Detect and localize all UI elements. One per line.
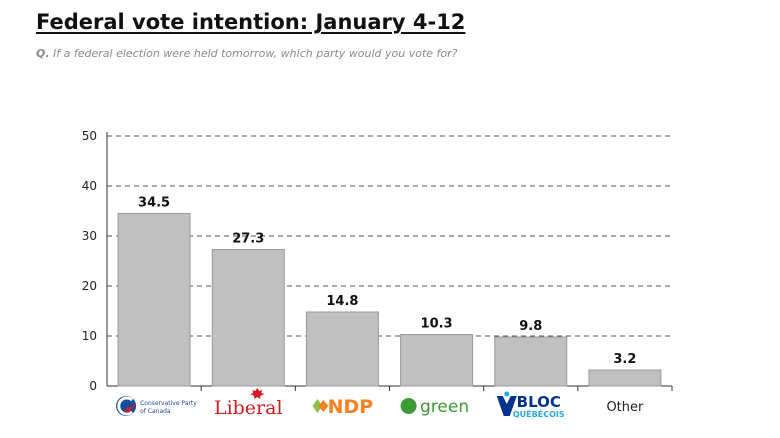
other-label: Other bbox=[606, 400, 644, 415]
bar bbox=[305, 311, 379, 387]
bar bbox=[494, 336, 568, 387]
chart-title: Federal vote intention: January 4-12 bbox=[36, 10, 466, 34]
bloc-label-line2: QUÉBÉCOIS bbox=[513, 408, 565, 419]
data-label: 10.3 bbox=[421, 317, 453, 332]
y-tick-label: 0 bbox=[89, 379, 97, 393]
bar bbox=[400, 334, 474, 387]
y-tick-label: 20 bbox=[82, 279, 97, 293]
data-label: 14.8 bbox=[326, 294, 358, 309]
data-label: 9.8 bbox=[519, 319, 542, 334]
y-tick-label: 40 bbox=[82, 179, 97, 193]
ndp-leaf-icon-2 bbox=[318, 400, 329, 412]
bar bbox=[117, 213, 191, 387]
bar bbox=[588, 369, 662, 387]
data-label: 27.3 bbox=[232, 232, 264, 247]
data-label: 34.5 bbox=[138, 196, 170, 211]
data-label: 3.2 bbox=[613, 352, 636, 367]
question-text: If a federal election were held tomorrow… bbox=[53, 47, 458, 60]
conservative-label-line2: of Canada bbox=[140, 408, 171, 415]
bloc-label: BLOC bbox=[517, 393, 561, 411]
green-label: green bbox=[420, 397, 469, 417]
y-tick-label: 10 bbox=[82, 329, 97, 343]
question-prefix: Q. bbox=[36, 47, 50, 60]
bloc-fleur-icon bbox=[496, 396, 517, 416]
y-tick-label: 50 bbox=[82, 129, 97, 143]
ndp-label: NDP bbox=[328, 396, 374, 418]
liberal-label: Liberal bbox=[214, 397, 283, 419]
bloc-accent-icon bbox=[504, 391, 510, 397]
conservative-swoosh-icon bbox=[124, 404, 137, 413]
y-tick-label: 30 bbox=[82, 229, 97, 243]
conservative-c-icon bbox=[117, 396, 134, 416]
chart-subtitle: Q. If a federal election were held tomor… bbox=[36, 47, 458, 60]
green-globe-icon bbox=[400, 398, 417, 414]
conservative-label: Conservative Party bbox=[140, 400, 197, 407]
ndp-leaf-icon bbox=[312, 399, 323, 413]
maple-leaf-icon bbox=[250, 388, 265, 399]
bar bbox=[211, 249, 285, 387]
